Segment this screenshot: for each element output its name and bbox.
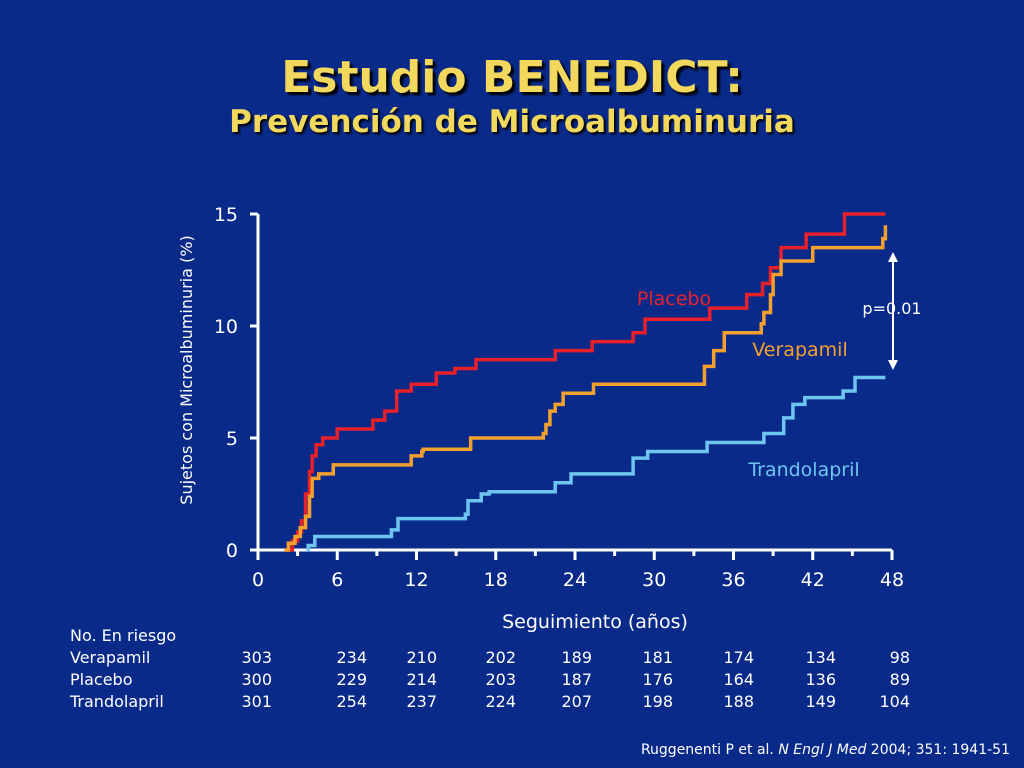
risk-cell: 229 [336, 670, 367, 689]
risk-cell: 303 [241, 648, 272, 667]
x-tick-label: 0 [252, 569, 264, 591]
y-tick-label: 5 [226, 428, 238, 450]
risk-cell: 301 [241, 692, 272, 711]
km-chart: 0 5 10 15 0 6 12 18 24 30 36 42 48 Sujetos con Microa… [177, 204, 922, 633]
risk-cell: 89 [889, 670, 910, 689]
citation-journal: N Engl J Med [778, 742, 867, 758]
x-tick-label: 18 [484, 569, 508, 591]
y-axis-label: Sujetos con Microalbuminuria (%) [177, 235, 196, 504]
risk-cell: 134 [805, 648, 836, 667]
risk-cell: 188 [723, 692, 754, 711]
risk-cell: 189 [561, 648, 592, 667]
x-tick-label: 30 [642, 569, 666, 591]
risk-cell: 300 [241, 670, 272, 689]
x-tick-label: 24 [563, 569, 587, 591]
risk-cell: 176 [642, 670, 673, 689]
x-axis-label: Seguimiento (años) [502, 611, 688, 633]
series-line-verapamil [284, 225, 888, 552]
risk-row-label: Verapamil [70, 648, 151, 667]
series-label-placebo: Placebo [637, 288, 711, 310]
x-tick-label: 36 [721, 569, 745, 591]
pvalue-arrow-head-up [888, 252, 898, 262]
citation-rest: 2004; 351: 1941-51 [866, 742, 1010, 758]
slide-subtitle: Prevención de Microalbuminuria [229, 104, 795, 140]
citation: Ruggenenti P et al. N Engl J Med 2004; 3… [641, 742, 1010, 758]
slide-title: Estudio BENEDICT: [281, 52, 743, 103]
risk-row-label: Placebo [70, 670, 133, 689]
y-tick-label: 15 [214, 204, 238, 226]
risk-cell: 149 [805, 692, 836, 711]
risk-cell: 164 [723, 670, 754, 689]
risk-cell: 104 [879, 692, 910, 711]
risk-cell: 237 [406, 692, 437, 711]
risk-cell: 174 [723, 648, 754, 667]
series-label-trandolapril: Trandolapril [747, 459, 859, 481]
risk-cell: 234 [336, 648, 367, 667]
risk-cell: 181 [642, 648, 673, 667]
y-tick-label: 0 [226, 540, 238, 562]
risk-cell: 187 [561, 670, 592, 689]
risk-cell: 224 [485, 692, 516, 711]
risk-cell: 136 [805, 670, 836, 689]
risk-cell: 98 [889, 648, 910, 667]
y-tick-label: 10 [214, 316, 238, 338]
x-tick-label: 42 [801, 569, 825, 591]
risk-cell: 198 [642, 692, 673, 711]
risk-cell: 207 [561, 692, 592, 711]
risk-cell: 214 [406, 670, 437, 689]
risk-cell: 254 [336, 692, 367, 711]
series-label-verapamil: Verapamil [752, 339, 847, 361]
x-tick-label: 48 [880, 569, 904, 591]
risk-cell: 210 [406, 648, 437, 667]
risk-cell: 203 [485, 670, 516, 689]
citation-authors: Ruggenenti P et al. [640, 742, 779, 758]
series-line-placebo [284, 212, 886, 552]
pvalue-arrow-head-down [888, 360, 898, 370]
pvalue-label: p=0.01 [862, 299, 921, 318]
series-line-trandolapril [306, 375, 886, 552]
x-tick-label: 12 [404, 569, 428, 591]
risk-table-header: No. En riesgo [70, 626, 177, 645]
risk-cell: 202 [485, 648, 516, 667]
risk-row-label: Trandolapril [70, 692, 164, 711]
x-tick-label: 6 [331, 569, 343, 591]
